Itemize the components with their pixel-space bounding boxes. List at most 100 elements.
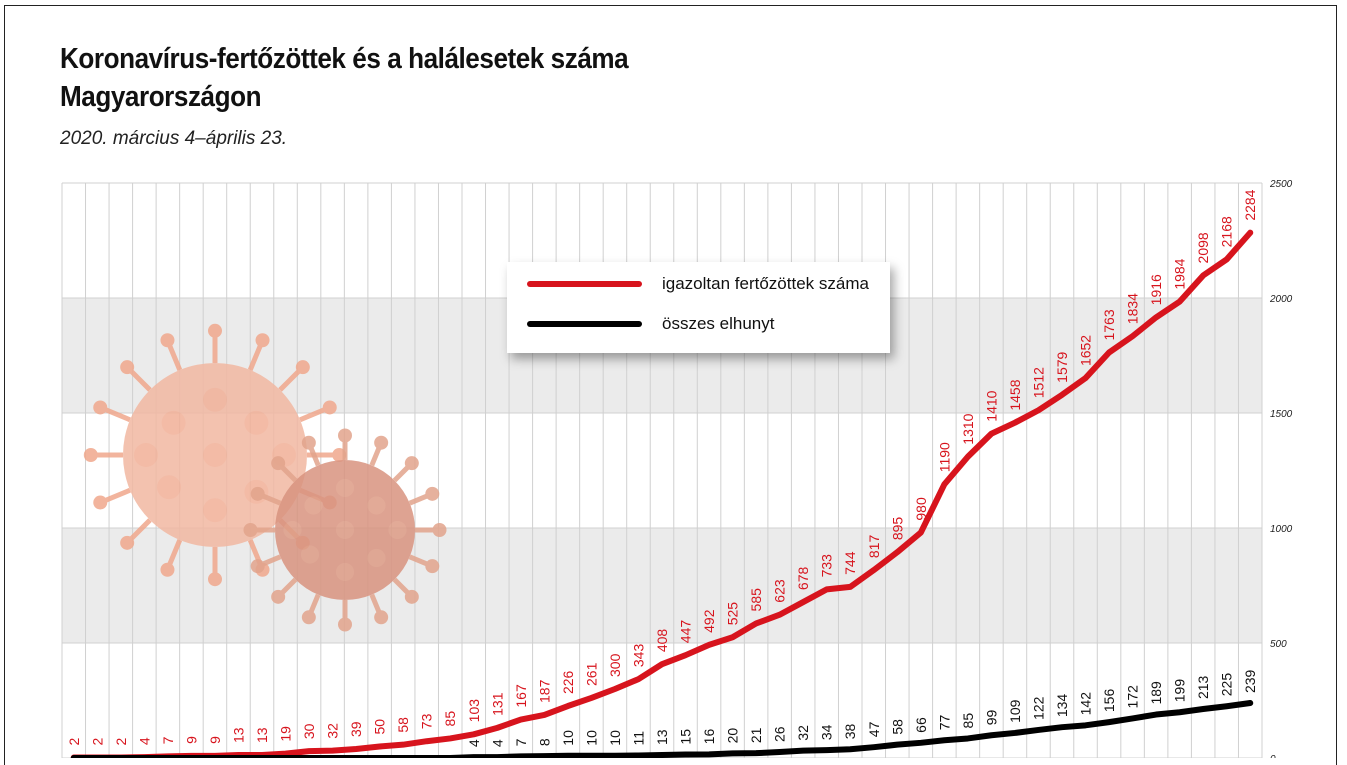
infected-data-label: 1579 <box>1054 351 1070 382</box>
deaths-data-label: 66 <box>913 717 929 733</box>
legend-label: összes elhunyt <box>662 314 775 333</box>
infected-data-label: 678 <box>795 566 811 590</box>
infected-data-label: 300 <box>607 653 623 677</box>
virus-dot <box>203 387 227 412</box>
virus-spike-tip <box>425 559 440 574</box>
infected-data-label: 187 <box>536 679 552 703</box>
deaths-data-label: 10 <box>607 730 623 746</box>
deaths-data-label: 32 <box>795 725 811 741</box>
infected-data-label: 226 <box>560 670 576 694</box>
infected-data-label: 585 <box>748 588 764 612</box>
deaths-data-label: 156 <box>1101 689 1117 713</box>
infected-data-label: 733 <box>819 554 835 578</box>
infected-data-label: 2284 <box>1242 189 1258 220</box>
virus-dot <box>244 410 269 435</box>
image-frame <box>4 5 1337 765</box>
infected-data-label: 50 <box>372 719 388 735</box>
virus-spike-tip <box>338 428 352 443</box>
infected-data-label: 1512 <box>1030 367 1046 398</box>
legend-swatch-red <box>527 281 642 287</box>
virus-dot <box>134 443 158 467</box>
deaths-data-label: 21 <box>748 727 764 743</box>
infected-data-label: 85 <box>442 711 458 727</box>
infected-data-label: 525 <box>725 602 741 626</box>
virus-spike-tip <box>208 323 222 338</box>
virus-spike-tip <box>432 523 447 537</box>
virus-spike-tip <box>301 435 316 450</box>
virus-spike-tip <box>250 559 265 574</box>
virus-spike-tip <box>271 589 286 604</box>
virus-icon <box>243 428 447 632</box>
chart-subtitle: 2020. március 4–április 23. <box>60 128 288 149</box>
deaths-data-label: 109 <box>1007 699 1023 723</box>
infected-data-label: 1652 <box>1078 335 1094 366</box>
virus-body <box>275 460 415 600</box>
legend: igazoltan fertőzöttek száma összes elhun… <box>507 262 890 353</box>
infected-data-label: 1984 <box>1172 258 1188 289</box>
deaths-data-label: 38 <box>842 723 858 739</box>
virus-dot <box>203 443 227 467</box>
infected-data-label: 1834 <box>1125 293 1141 324</box>
infected-data-label: 19 <box>278 726 294 742</box>
deaths-line <box>70 700 1254 758</box>
infected-data-label: 980 <box>913 497 929 521</box>
infected-data-label: 13 <box>230 727 246 743</box>
virus-spike-tip <box>208 572 222 587</box>
virus-dot <box>367 496 386 515</box>
deaths-data-label: 34 <box>819 724 835 740</box>
virus-dot <box>300 545 320 564</box>
legend-swatch-black <box>527 321 642 327</box>
deaths-data-label: 10 <box>560 730 576 746</box>
virus-spike-tip <box>250 486 265 501</box>
deaths-data-label: 134 <box>1054 694 1070 718</box>
y-tick-label: 2000 <box>1269 294 1293 305</box>
virus-spike-tip <box>301 610 316 625</box>
legend-item-deaths: összes elhunyt <box>527 314 774 334</box>
virus-dot <box>283 520 302 540</box>
deaths-data-label: 10 <box>583 730 599 746</box>
infected-data-label: 167 <box>513 684 529 708</box>
infected-data-label: 30 <box>301 723 317 739</box>
virus-spike-tip <box>93 495 108 510</box>
virus-spike-tip <box>295 360 310 375</box>
infected-data-label: 343 <box>630 644 646 668</box>
deaths-data-label: 189 <box>1148 681 1164 705</box>
virus-dot <box>335 478 355 498</box>
virus-spike-tip <box>160 562 175 577</box>
virus-dot <box>335 562 355 582</box>
infected-data-label: 447 <box>678 620 694 644</box>
virus-body <box>123 363 307 547</box>
legend-label: igazoltan fertőzöttek száma <box>662 274 869 293</box>
virus-dot <box>304 496 323 515</box>
deaths-data-label: 20 <box>725 728 741 744</box>
infected-data-label: 2 <box>113 738 129 746</box>
virus-spike-tip <box>374 435 389 450</box>
deaths-data-label: 142 <box>1078 692 1094 716</box>
deaths-data-label: 122 <box>1030 696 1046 720</box>
infected-data-label: 817 <box>866 535 882 559</box>
infected-data-label: 623 <box>772 579 788 603</box>
infected-data-label: 9 <box>207 736 223 744</box>
infected-data-label: 895 <box>889 517 905 541</box>
infected-data-label: 2 <box>89 738 105 746</box>
infected-data-label: 1916 <box>1148 274 1164 305</box>
deaths-data-label: 7 <box>513 738 529 746</box>
deaths-data-label: 225 <box>1219 673 1235 697</box>
virus-spike-tip <box>243 523 258 537</box>
deaths-data-label: 199 <box>1172 679 1188 703</box>
infected-data-label: 2168 <box>1219 216 1235 247</box>
deaths-data-label: 16 <box>701 729 717 745</box>
infected-data-label: 492 <box>701 609 717 633</box>
virus-dot <box>157 475 181 500</box>
infected-data-label: 1310 <box>960 413 976 444</box>
infected-data-label: 39 <box>348 721 364 737</box>
deaths-data-label: 58 <box>889 719 905 735</box>
virus-spike-tip <box>83 448 98 462</box>
infected-data-label: 73 <box>419 713 435 729</box>
virus-spike-tip <box>93 400 108 415</box>
legend-item-infected: igazoltan fertőzöttek száma <box>527 274 869 294</box>
virus-spike-tip <box>160 333 175 348</box>
infected-line <box>70 229 1254 758</box>
virus-spike-tip <box>322 400 337 415</box>
